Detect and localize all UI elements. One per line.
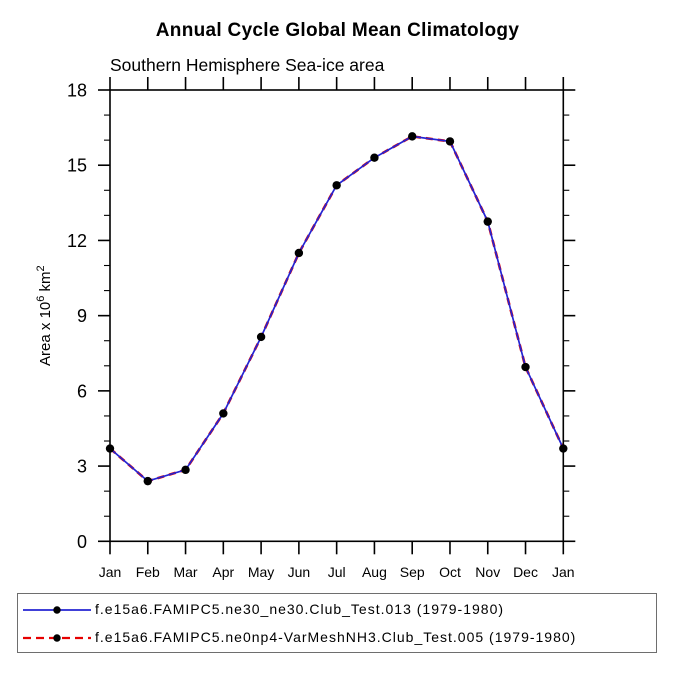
chart-title: Annual Cycle Global Mean Climatology: [155, 20, 520, 41]
legend-item-0: f.e15a6.FAMIPC5.ne30_ne30.Club_Test.013 …: [22, 596, 656, 622]
y-tick-label: 12: [67, 231, 87, 251]
x-tick-label: Dec: [513, 564, 538, 580]
x-tick-label: Aug: [362, 564, 387, 580]
data-point-marker: [445, 137, 455, 146]
x-tick-label: Sep: [400, 564, 425, 580]
x-tick-label: Jun: [288, 564, 311, 580]
data-markers: [105, 132, 568, 486]
y-axis-label: Area x 106 km2: [35, 265, 54, 366]
legend-marker-dot: [53, 606, 61, 614]
x-tick-label: Mar: [173, 564, 197, 580]
legend-marker-dot: [53, 634, 61, 642]
legend-box: f.e15a6.FAMIPC5.ne30_ne30.Club_Test.013 …: [17, 593, 657, 653]
x-tick-label: Oct: [439, 564, 461, 580]
data-point-marker: [559, 444, 568, 453]
y-axis-ticks: [98, 89, 576, 543]
y-tick-label: 0: [77, 532, 87, 552]
x-tick-label: Apr: [212, 564, 234, 580]
x-axis-ticks: [109, 77, 565, 555]
legend-label-1: f.e15a6.FAMIPC5.ne0np4-VarMeshNH3.Club_T…: [95, 629, 577, 645]
y-tick-label: 15: [67, 156, 87, 176]
data-point-marker: [181, 465, 190, 475]
legend-sample-line-dashed: [23, 634, 91, 642]
data-point-marker: [521, 362, 530, 372]
y-tick-label: 6: [77, 381, 87, 401]
y-tick-label: 3: [77, 457, 87, 477]
x-tick-label: Feb: [136, 564, 160, 580]
plot-frame: [109, 89, 565, 543]
data-point-marker: [408, 132, 417, 141]
data-point-marker: [483, 217, 492, 226]
x-tick-label: Jan: [99, 564, 122, 580]
chart-subtitle: Southern Hemisphere Sea-ice area: [110, 55, 385, 75]
x-tick-label: Nov: [475, 564, 500, 580]
legend-sample-line-solid: [23, 606, 91, 614]
y-tick-label: 9: [77, 306, 87, 326]
data-point-marker: [370, 153, 379, 162]
data-point-marker: [256, 332, 266, 342]
x-tick-label: Jan: [552, 564, 575, 580]
legend-label-0: f.e15a6.FAMIPC5.ne30_ne30.Club_Test.013 …: [95, 601, 505, 617]
data-point-marker: [143, 476, 152, 486]
data-point-marker: [294, 248, 304, 258]
y-tick-label: 18: [67, 81, 87, 101]
data-point-marker: [219, 409, 228, 418]
x-tick-labels: Jan Feb Mar Apr May Jun Jul Aug Sep Oct Nov Dec Jan: [99, 564, 575, 580]
data-point-marker: [105, 444, 115, 453]
x-tick-label: May: [248, 564, 274, 580]
y-tick-labels: 0 3 6 9 12 15 18: [67, 81, 87, 552]
x-tick-label: Jul: [328, 564, 346, 580]
data-point-marker: [332, 181, 341, 190]
legend-item-1: f.e15a6.FAMIPC5.ne0np4-VarMeshNH3.Club_T…: [22, 624, 656, 650]
